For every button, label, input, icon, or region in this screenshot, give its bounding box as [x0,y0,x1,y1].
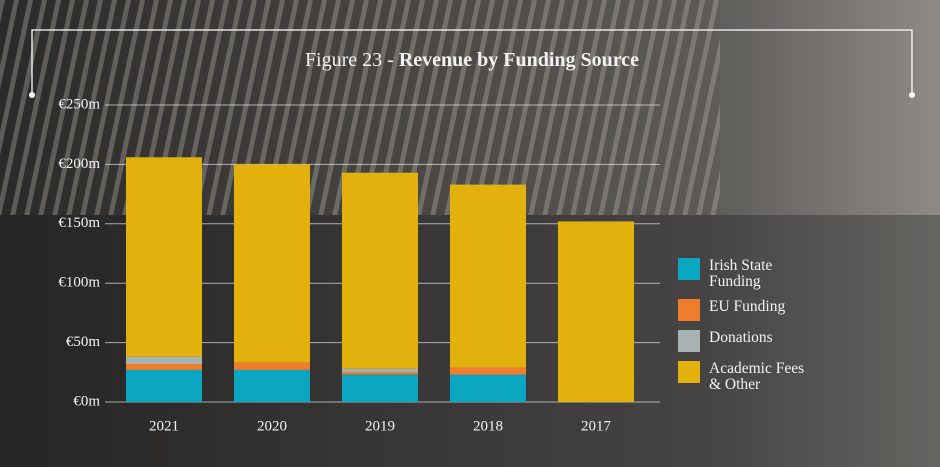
y-tick-label: €200m [58,156,100,172]
y-tick-label: €50m [66,334,101,350]
bar-segment [342,172,418,369]
legend-swatch [678,361,700,383]
bar-segment [234,369,310,402]
bar-segment [126,157,202,357]
bar-segment [126,363,202,370]
y-tick-label: €150m [58,215,100,231]
legend-swatch [678,330,700,352]
x-tick-label: 2018 [473,418,503,434]
x-tick-label: 2020 [257,418,287,434]
x-tick-label: 2021 [149,418,179,434]
bar-segment [342,368,418,373]
bar-segment [342,374,418,402]
legend-swatch [678,258,700,280]
legend-item: EU Funding [678,299,809,321]
y-tick-label: €0m [73,393,100,409]
bar-segment [558,221,634,402]
frame-dot [909,92,915,98]
chart-title: Figure 23 - Revenue by Funding Source [305,49,639,71]
legend-item: Academic Fees & Other [678,361,809,393]
y-tick-label: €100m [58,275,100,291]
bar-segment [126,369,202,402]
x-tick-label: 2017 [581,418,612,434]
bar-segment [342,372,418,375]
title-main: Revenue by Funding Source [399,49,639,71]
bar-segment [234,164,310,363]
legend-label: Academic Fees & Other [709,360,805,393]
frame-dot [29,92,35,98]
legend-swatch [678,299,700,321]
bar-segment [234,362,310,370]
title-prefix: Figure 23 - [305,49,399,71]
legend: Irish State Funding EU Funding Donations Ac… [678,258,809,402]
bar-segment [450,367,526,375]
legend-item: Irish State Funding [678,258,809,290]
legend-label: Irish State Funding [709,257,773,290]
legend-label: Donations [709,329,773,346]
bar-segment [450,374,526,402]
bar-segment [126,356,202,364]
legend-item: Donations [678,330,809,352]
x-tick-label: 2019 [365,418,395,434]
bar-segment [450,184,526,368]
legend-label: EU Funding [709,298,786,315]
y-tick-label: €250m [58,96,100,112]
frame [31,29,913,95]
